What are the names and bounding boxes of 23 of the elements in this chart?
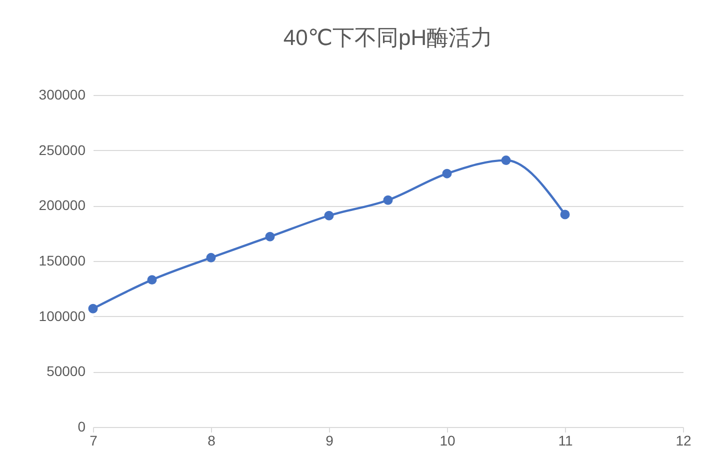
chart-title: 40℃下不同pH酶活力 [283,25,493,50]
point [265,232,275,242]
point [501,156,511,166]
point [324,210,334,220]
y-tick-label: 250000 [38,142,86,158]
y-tick-label: 100000 [38,308,86,324]
point [88,304,98,314]
y-tick-label: 300000 [38,86,86,102]
x-tick-label: 12 [676,432,692,448]
point [147,275,157,285]
y-tick-label: 150000 [38,252,86,268]
point [383,195,393,205]
x-tick-label: 8 [208,432,216,448]
point [206,252,216,262]
point [560,210,570,220]
y-tick-label: 0 [78,418,86,434]
x-tick-label: 7 [90,432,98,448]
x-tick-label: 9 [326,432,334,448]
point [442,168,452,178]
y-tick-label: 50000 [46,363,86,380]
x-tick-label: 11 [558,432,573,448]
y-tick-label: 200000 [38,197,86,214]
x-tick-label: 10 [440,432,456,448]
